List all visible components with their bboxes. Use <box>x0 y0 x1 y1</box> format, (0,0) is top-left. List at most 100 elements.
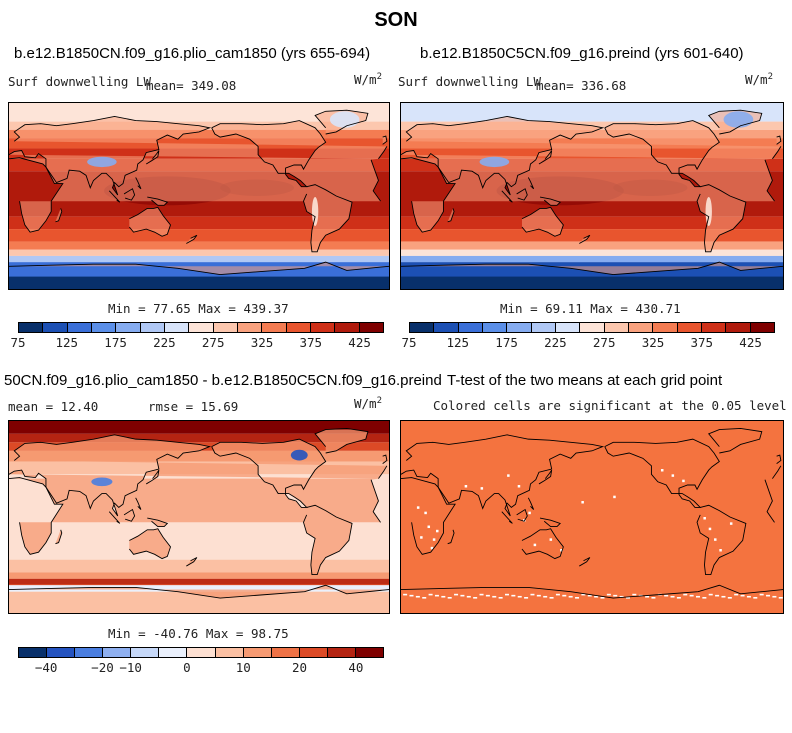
coastline-segment <box>378 465 388 479</box>
colorbar-box <box>359 323 383 332</box>
insignificant-cell <box>670 595 675 598</box>
land-tint <box>9 428 389 599</box>
coastline-segment <box>211 120 327 188</box>
field-band <box>401 249 783 256</box>
insignificant-cell <box>562 594 567 597</box>
insignificant-cell <box>753 597 758 599</box>
field-band <box>9 591 389 613</box>
panel2-map <box>400 102 784 290</box>
colorbar-box <box>335 323 360 332</box>
coastline-segment <box>128 528 172 560</box>
colorbar-tick-label: 10 <box>235 660 251 675</box>
insignificant-cell <box>479 593 484 596</box>
colorbar-box <box>19 323 44 332</box>
insignificant-cell <box>714 538 717 541</box>
coastline-segment <box>382 454 388 465</box>
colorbar-box <box>19 648 48 657</box>
coastline-segment <box>9 261 389 275</box>
field-band <box>9 216 389 230</box>
coastline-segment <box>579 234 591 244</box>
coastline-segment <box>447 208 455 223</box>
coastline-segment <box>314 109 369 135</box>
insignificant-cell <box>625 597 630 599</box>
insignificant-cell <box>703 517 706 520</box>
coastline-segment <box>145 469 160 485</box>
andes-cold-strip <box>311 197 319 226</box>
greenland-cold-spot <box>723 111 754 128</box>
field-band <box>9 450 389 462</box>
andes-cold-strip <box>705 197 712 226</box>
insignificant-cell <box>415 595 420 598</box>
colorbar-tick-label: 20 <box>292 660 308 675</box>
insignificant-cell <box>682 479 685 483</box>
field-band <box>9 249 389 256</box>
colorbar-tick-label: 275 <box>592 335 616 350</box>
insignificant-cell <box>524 597 529 599</box>
colorbar-box <box>213 323 238 332</box>
insignificant-cell <box>606 593 611 596</box>
insignificant-cell <box>600 597 605 599</box>
colorbar-tick-label: 425 <box>348 335 371 350</box>
field-band <box>9 255 389 263</box>
panel2-mean: mean= 336.68 <box>536 78 627 93</box>
insignificant-cell <box>664 594 669 597</box>
panel4-subheading: Colored cells are significant at the 0.0… <box>433 398 787 413</box>
insignificant-cell <box>436 529 439 533</box>
negative-anomaly <box>91 477 113 487</box>
coastline-segment <box>604 438 720 508</box>
insignificant-cell <box>473 597 478 599</box>
insignificant-cell <box>530 593 535 596</box>
coastline-segment <box>147 517 169 528</box>
panel2-colorbar <box>409 322 775 333</box>
insignificant-cell <box>424 511 427 515</box>
positive-ring <box>9 578 389 585</box>
colorbar-box <box>140 323 165 332</box>
insignificant-cell <box>587 594 592 597</box>
field-band <box>401 229 783 242</box>
panel3-mean: mean = 12.40 <box>8 399 99 414</box>
insignificant-cell <box>409 594 414 597</box>
colorbar-box <box>237 323 263 332</box>
field-band <box>401 255 783 263</box>
colorbar-tick-label: 425 <box>739 335 762 350</box>
panel2-heading: b.e12.B1850C5CN.f09_g16.preind (yrs 601-… <box>420 45 744 62</box>
coastline-segment <box>579 557 591 567</box>
field-band <box>401 216 783 230</box>
colorbar-box <box>75 648 104 657</box>
field-band <box>401 129 783 139</box>
field-bands <box>9 103 389 289</box>
colorbar-box <box>482 323 508 332</box>
insignificant-cell <box>715 594 720 597</box>
insignificant-cell <box>427 525 431 529</box>
panel3-map <box>8 420 390 614</box>
panel3-minmax: Min = -40.76 Max = 98.75 <box>108 626 289 641</box>
insignificant-cell <box>729 522 733 525</box>
colorbar-box <box>262 323 287 332</box>
tibet-cold-spot <box>479 156 510 168</box>
insignificant-cell <box>504 593 509 596</box>
coastline-segment <box>370 159 381 202</box>
insignificant-cell <box>498 597 503 599</box>
colorbar-box <box>410 323 435 332</box>
coastline-segment <box>303 504 353 576</box>
insignificant-cell <box>480 487 484 490</box>
coastline-segment <box>9 584 389 599</box>
insignificant-cell <box>560 549 563 552</box>
field-bands <box>9 421 389 613</box>
panel3-map-svg <box>9 421 389 613</box>
panel1-mean: mean= 349.08 <box>146 78 237 93</box>
coastline-segment <box>135 497 142 510</box>
field-bands <box>401 103 783 289</box>
colorbar-box <box>131 648 160 657</box>
insignificant-cell <box>740 594 745 597</box>
panel1-colorbar <box>18 322 384 333</box>
insignificant-cell <box>778 597 783 599</box>
insignificant-cell <box>671 474 675 477</box>
coastline-segment <box>314 428 369 454</box>
coastline-segment <box>501 511 513 524</box>
coastline-segment <box>9 434 212 517</box>
insignificant-cell <box>727 597 732 599</box>
colorbar-tick-label: 325 <box>250 335 274 350</box>
coastline-segment <box>9 157 64 233</box>
insignificant-cell <box>464 485 468 488</box>
